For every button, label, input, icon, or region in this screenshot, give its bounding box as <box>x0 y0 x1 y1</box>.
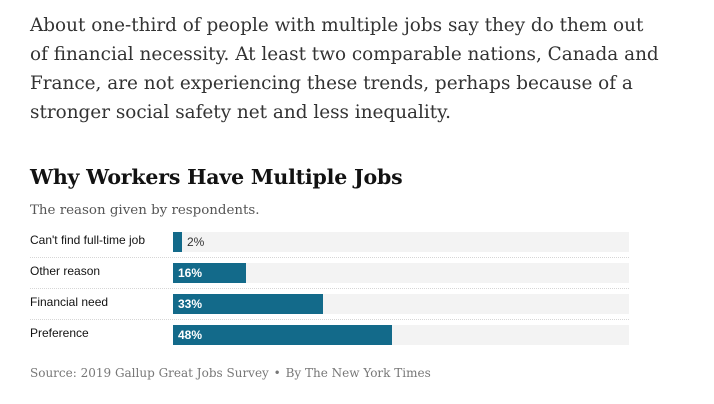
bar <box>173 294 323 314</box>
bar <box>173 263 246 283</box>
category-label: Can't find full-time job <box>30 233 146 247</box>
bar <box>173 232 182 252</box>
bar-chart: Can't find full-time job 2% Other reason 16… <box>30 229 630 349</box>
article-line: stronger social safety net and less ineq… <box>30 102 451 123</box>
source-note: Source: 2019 Gallup Great Jobs Survey • … <box>30 365 431 381</box>
chart-row: Financial need 33% <box>30 291 629 315</box>
chart-subtitle: The reason given by respondents. <box>30 203 260 218</box>
row-separator <box>30 319 629 320</box>
article-line: France, are not experiencing these trend… <box>30 73 633 94</box>
category-label: Preference <box>30 326 89 340</box>
source-separator: • <box>273 366 281 380</box>
chart-title: Why Workers Have Multiple Jobs <box>30 165 403 189</box>
article-paragraph: About one-third of people with multiple … <box>30 11 690 127</box>
bar-track <box>173 232 629 252</box>
bar-track <box>173 263 629 283</box>
value-label: 33% <box>178 297 203 311</box>
value-label: 2% <box>187 235 205 249</box>
value-label: 16% <box>178 266 203 280</box>
article-line: About one-third of people with multiple … <box>30 15 644 36</box>
chart-row: Can't find full-time job 2% <box>30 229 629 253</box>
category-label: Financial need <box>30 295 109 309</box>
category-label: Other reason <box>30 264 101 278</box>
chart-row: Other reason 16% <box>30 260 629 284</box>
value-label: 48% <box>178 328 203 342</box>
source-text: Source: 2019 Gallup Great Jobs Survey <box>30 366 269 380</box>
article-line: of financial necessity. At least two com… <box>30 44 659 65</box>
source-credit: By The New York Times <box>285 366 431 380</box>
row-separator <box>30 288 629 289</box>
chart-row: Preference 48% <box>30 322 629 346</box>
row-separator <box>30 257 629 258</box>
bar <box>173 325 392 345</box>
